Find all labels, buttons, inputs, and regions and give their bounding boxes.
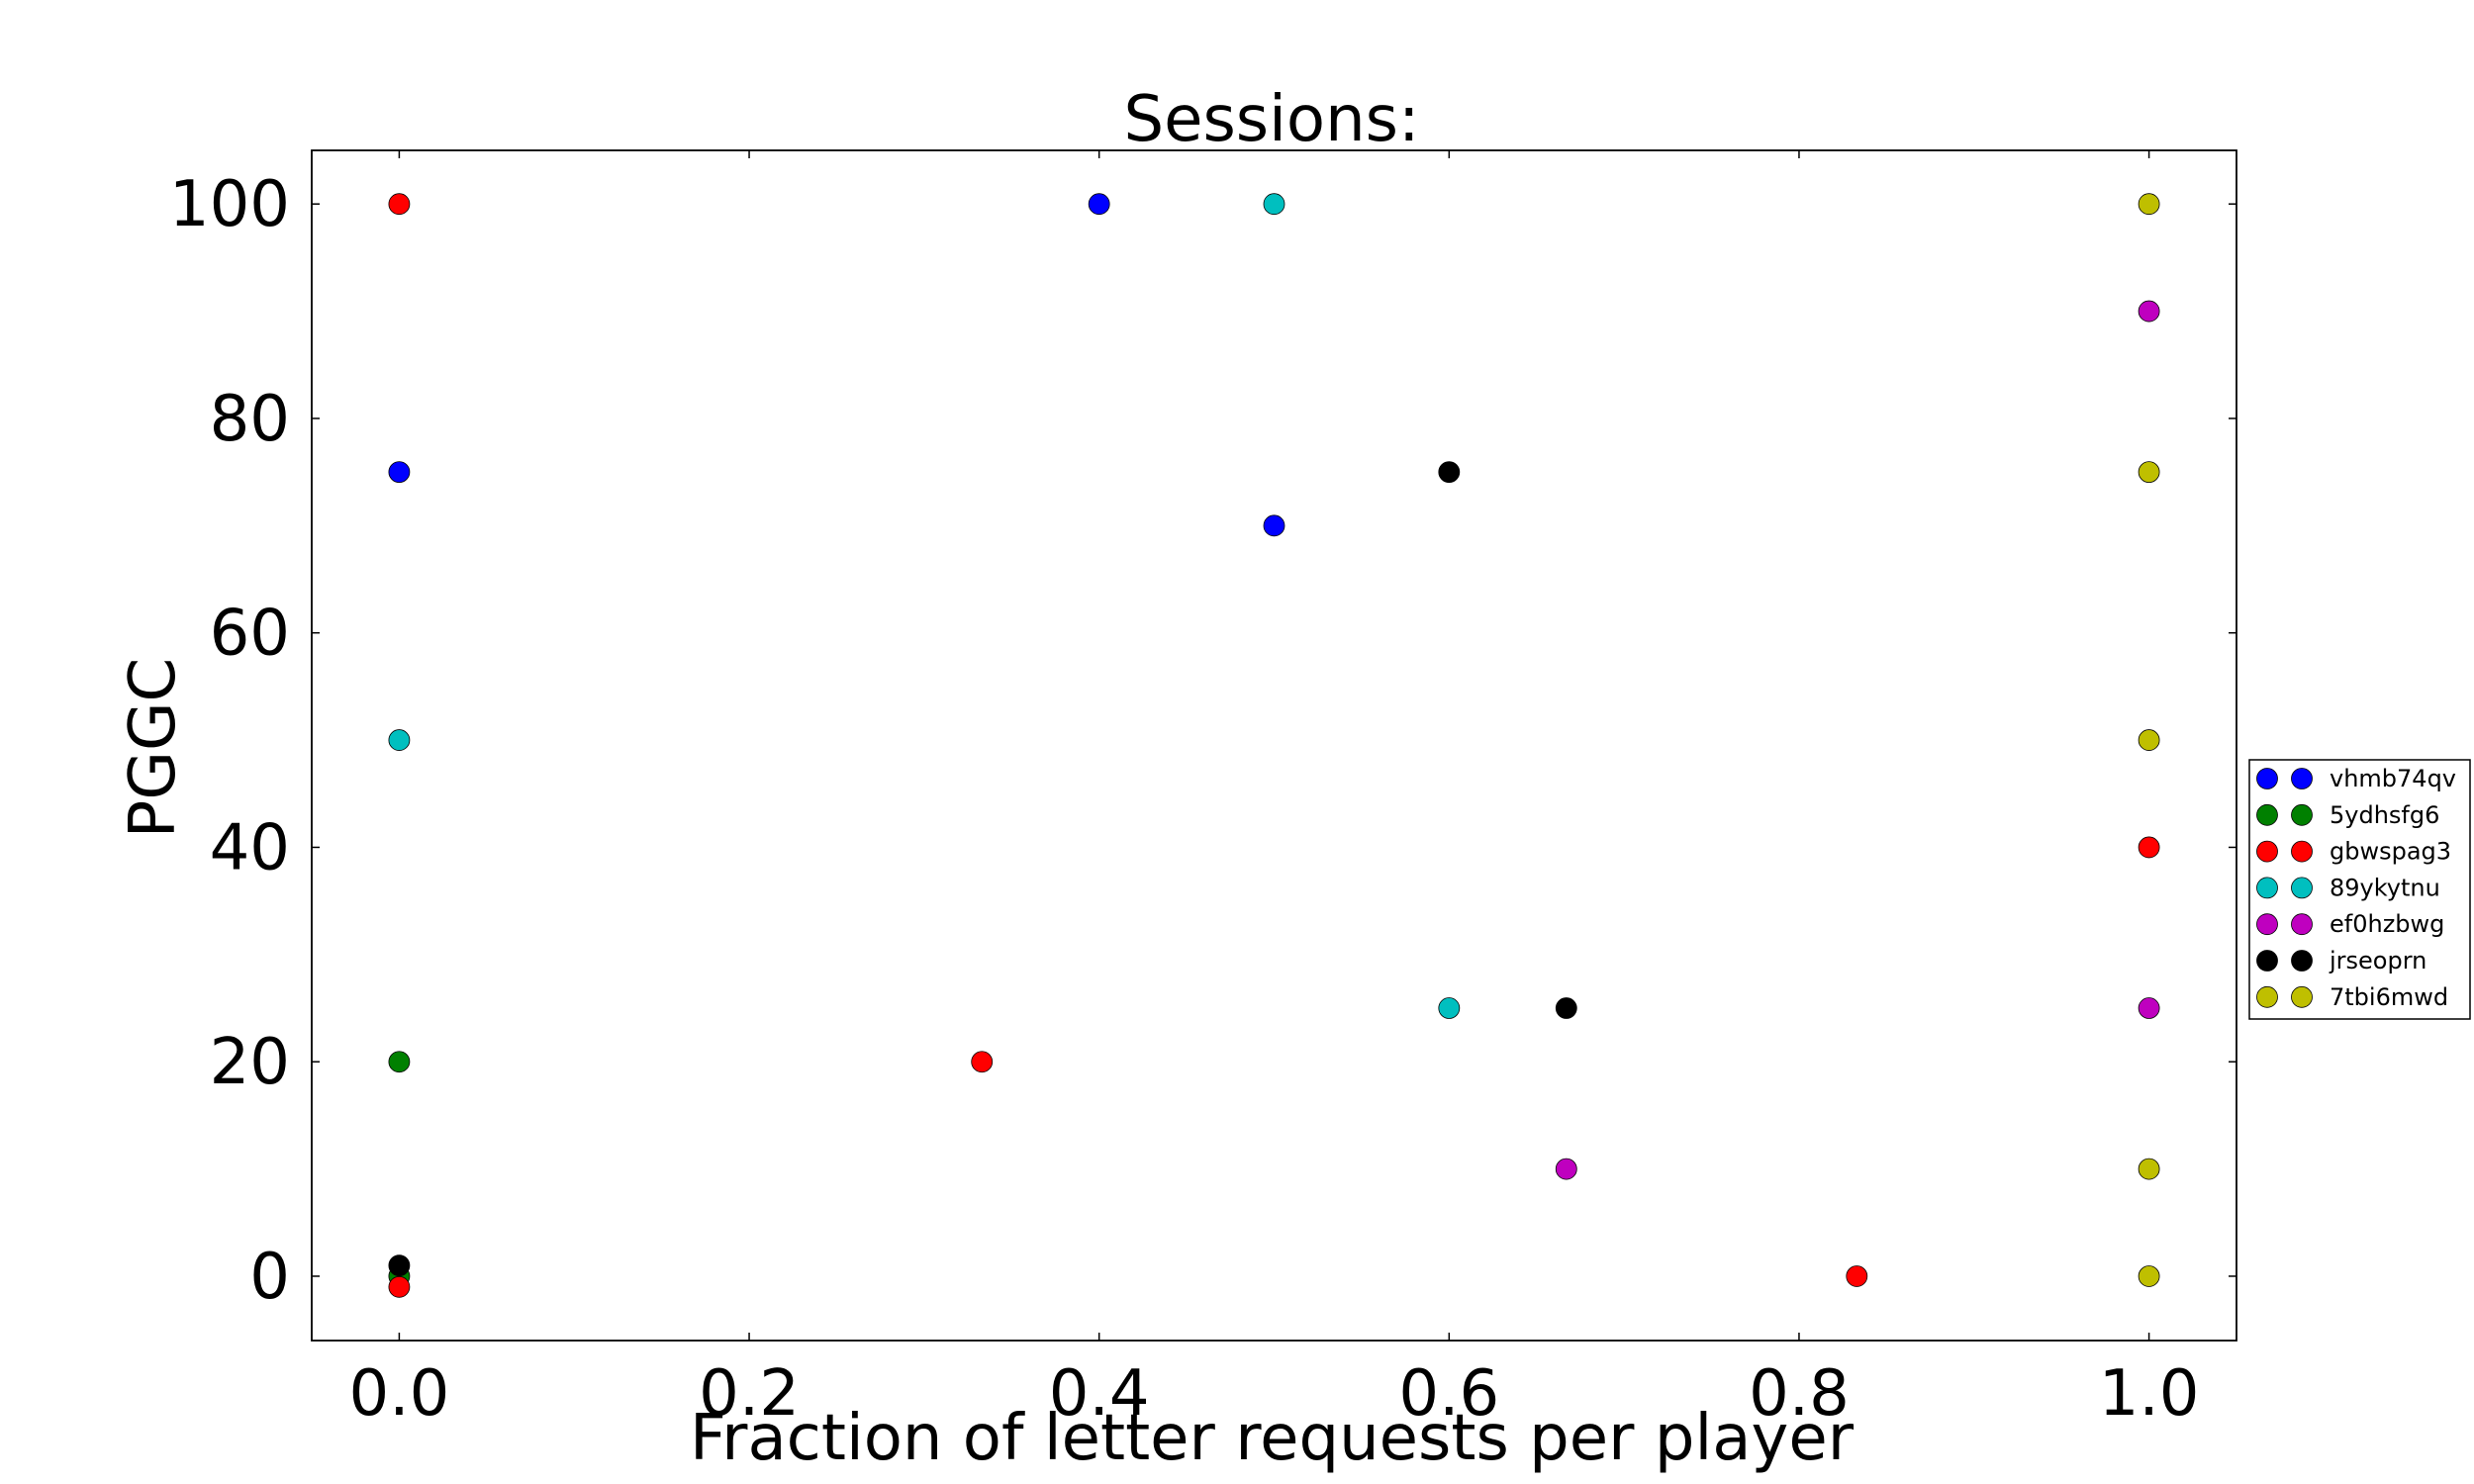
data-point-vhmb74qv	[1088, 193, 1110, 216]
data-point-7tbi6mwd	[2138, 193, 2160, 216]
data-point-7tbi6mwd	[2138, 461, 2160, 484]
data-point-89ykytnu	[1438, 997, 1461, 1019]
y-tick-label: 80	[210, 383, 290, 456]
plot-frame	[311, 149, 2237, 1342]
data-point-gbwspag3	[1846, 1265, 1868, 1287]
y-axis-label: PGGC	[117, 658, 190, 838]
y-tick-label: 60	[210, 598, 290, 671]
legend-marker	[2291, 768, 2313, 789]
legend: vhmb74qv 5ydhsfg6 gbwspag3 89ykytnu ef0hzbwg…	[2248, 759, 2471, 1020]
x-tick-label: 0.2	[699, 1357, 800, 1431]
data-point-vhmb74qv	[388, 461, 411, 484]
legend-label: vhmb74qv	[2330, 765, 2456, 792]
data-point-ef0hzbwg	[1555, 1158, 1577, 1180]
x-tick-label: 0.0	[349, 1357, 450, 1431]
legend-label: 89ykytnu	[2330, 874, 2440, 901]
legend-marker	[2291, 913, 2313, 936]
data-point-gbwspag3	[388, 1275, 411, 1298]
data-point-ef0hzbwg	[2138, 997, 2160, 1019]
legend-marker	[2291, 803, 2313, 826]
data-point-7tbi6mwd	[2138, 1265, 2160, 1287]
data-point-gbwspag3	[971, 1051, 994, 1073]
data-point-jrseoprn	[1555, 997, 1577, 1019]
legend-label: jrseoprn	[2329, 947, 2426, 974]
legend-marker	[2291, 950, 2313, 972]
legend-marker	[2291, 840, 2313, 863]
x-tick-label: 1.0	[2099, 1357, 2200, 1431]
data-point-vhmb74qv	[1263, 514, 1285, 537]
x-axis-ticks: 0.0 0.2 0.4 0.6 0.8 1.0	[349, 150, 2200, 1431]
legend-frame	[2248, 759, 2471, 1020]
legend-marker	[2256, 913, 2278, 936]
y-tick-label: 0	[249, 1241, 290, 1314]
data-point-jrseoprn	[388, 1254, 411, 1277]
legend-marker	[2256, 950, 2278, 972]
y-tick-label: 40	[210, 811, 290, 884]
chart-title: Sessions:	[1123, 83, 1419, 156]
data-point-gbwspag3	[2138, 836, 2160, 859]
legend-marker	[2256, 985, 2278, 1008]
legend-label: gbwspag3	[2330, 838, 2451, 866]
x-tick-label: 0.4	[1049, 1357, 1150, 1431]
legend-marker	[2291, 985, 2313, 1008]
legend-marker	[2256, 803, 2278, 826]
data-point-ef0hzbwg	[2138, 300, 2160, 323]
x-tick-label: 0.8	[1749, 1357, 1850, 1431]
legend-marker	[2256, 877, 2278, 899]
legend-label: ef0hzbwg	[2330, 910, 2444, 938]
data-point-5ydhsfg6	[388, 1051, 411, 1073]
data-point-jrseoprn	[1438, 461, 1461, 484]
legend-entries: vhmb74qv 5ydhsfg6 gbwspag3 89ykytnu ef0hzbwg…	[2256, 765, 2456, 1011]
data-point-89ykytnu	[388, 729, 411, 751]
data-point-7tbi6mwd	[2138, 729, 2160, 751]
x-tick-label: 0.6	[1398, 1357, 1499, 1431]
data-point-89ykytnu	[1263, 193, 1285, 216]
data-point-7tbi6mwd	[2138, 1158, 2160, 1180]
y-tick-label: 20	[210, 1026, 290, 1099]
x-axis-label: Fraction of letter requests per player	[690, 1402, 1855, 1475]
data-points	[388, 193, 2160, 1298]
data-point-gbwspag3	[388, 193, 411, 216]
y-axis-ticks: 0 20 40 60 80 100	[169, 168, 2236, 1314]
legend-label: 7tbi6mwd	[2330, 983, 2448, 1011]
legend-label: 5ydhsfg6	[2330, 801, 2439, 829]
legend-marker	[2256, 840, 2278, 863]
legend-marker	[2256, 768, 2278, 789]
legend-marker	[2291, 877, 2313, 899]
y-tick-label: 100	[169, 168, 290, 241]
